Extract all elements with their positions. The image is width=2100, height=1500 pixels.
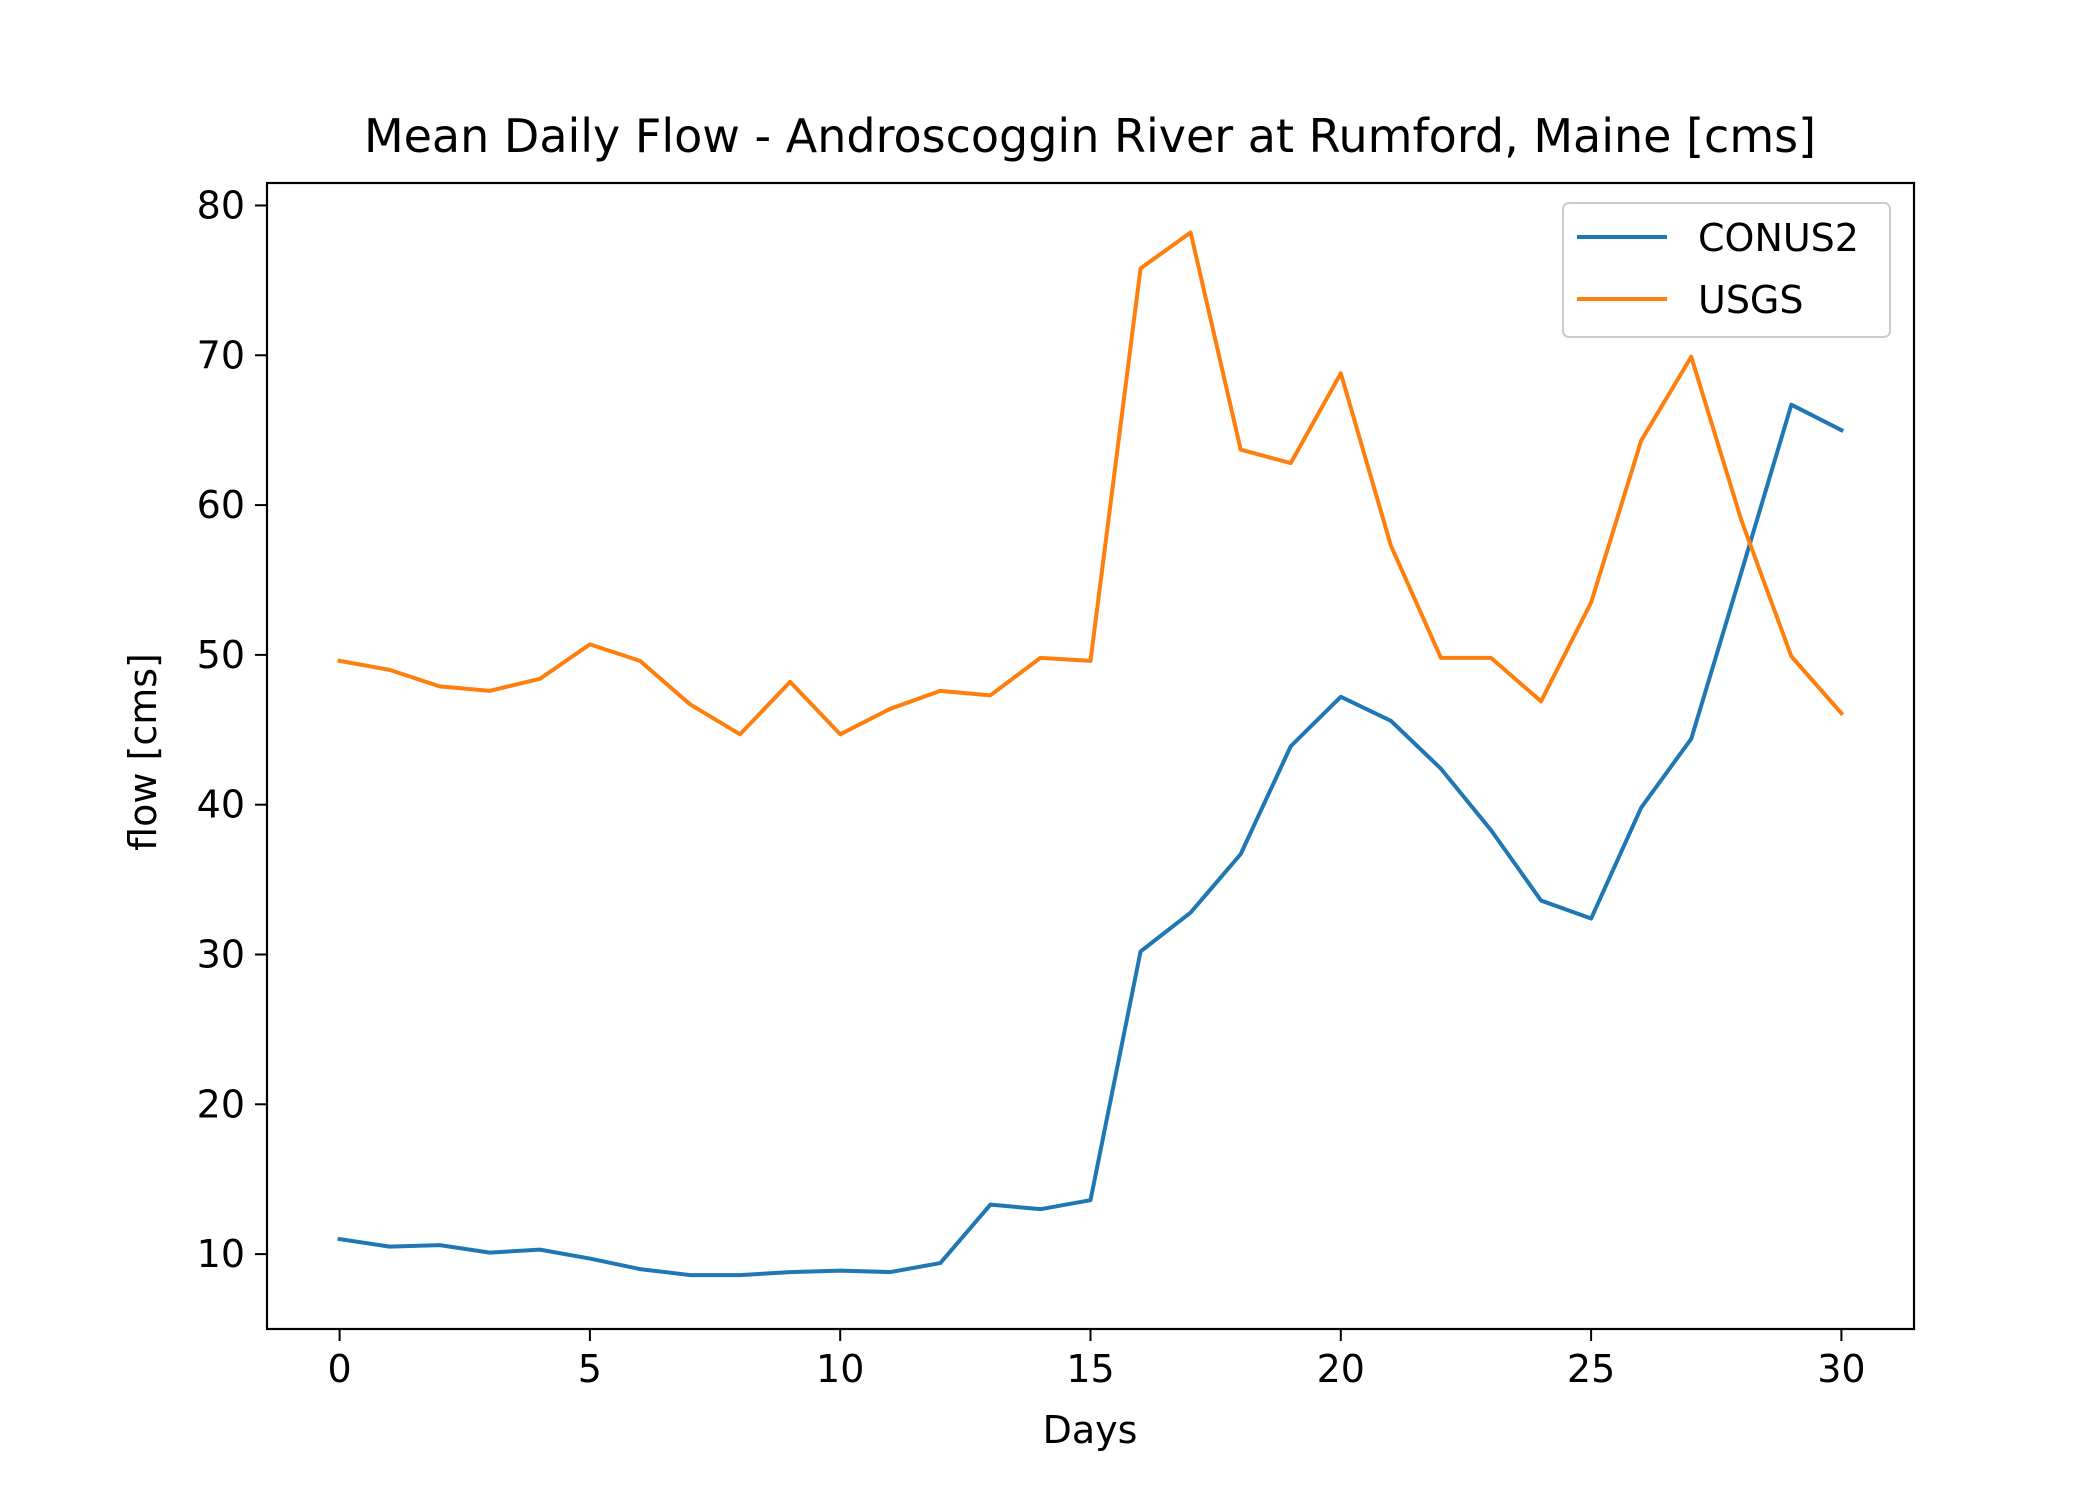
x-tick-label: 5 (578, 1347, 602, 1391)
y-tick-label: 70 (197, 333, 245, 377)
legend-label-usgs: USGS (1698, 278, 1804, 322)
x-tick-label: 20 (1317, 1347, 1365, 1391)
x-tick-label: 25 (1567, 1347, 1615, 1391)
x-tick-label: 15 (1066, 1347, 1114, 1391)
y-tick-label: 80 (197, 183, 245, 227)
y-tick-label: 60 (197, 483, 245, 527)
series-line-usgs (337, 230, 1845, 737)
legend-label-conus2: CONUS2 (1698, 216, 1859, 260)
x-tick-label: 10 (816, 1347, 864, 1391)
y-tick-label: 50 (197, 633, 245, 677)
y-tick-label: 20 (197, 1082, 245, 1126)
y-tick-label: 10 (197, 1232, 245, 1276)
x-tick-label: 0 (327, 1347, 351, 1391)
x-tick-label: 30 (1817, 1347, 1865, 1391)
y-tick-label: 40 (197, 783, 245, 827)
legend: CONUS2 USGS (1562, 202, 1891, 338)
y-axis-label: flow [cms] (121, 653, 165, 851)
chart-title: Mean Daily Flow - Androscoggin River at … (364, 109, 1816, 163)
x-axis-label: Days (1043, 1408, 1138, 1452)
series-line-conus2 (337, 402, 1845, 1278)
plot-area: 0 5 10 15 20 25 30 10 20 30 40 50 60 70 80 (197, 181, 1916, 1391)
y-tick-label: 30 (197, 932, 245, 976)
